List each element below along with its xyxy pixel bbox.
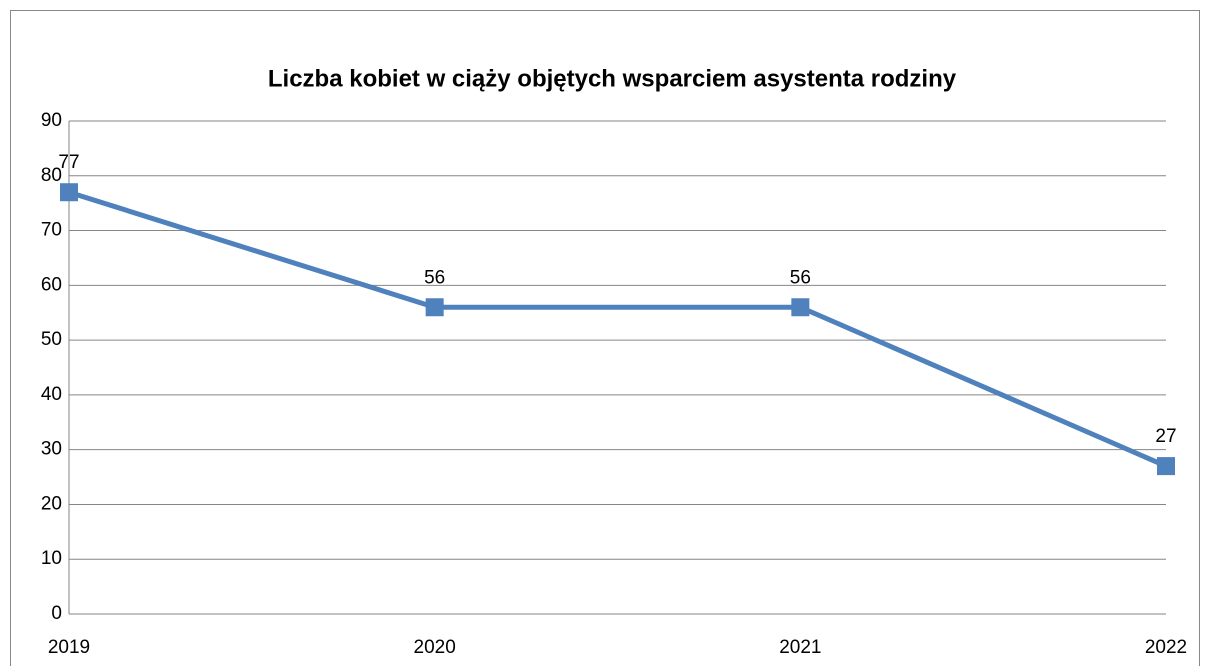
marker	[60, 183, 78, 202]
y-tick-label: 60	[41, 274, 62, 295]
series-line	[68, 189, 1167, 469]
y-tick-label: 90	[41, 110, 62, 131]
y-tick-label: 70	[41, 220, 62, 241]
x-tick-label: 2019	[48, 637, 90, 658]
y-tick-label: 10	[41, 548, 62, 569]
y-tick-label: 80	[41, 165, 62, 186]
data-label: 56	[790, 267, 811, 288]
y-tick-label: 20	[41, 493, 62, 514]
marker	[425, 298, 444, 317]
marker	[791, 298, 810, 317]
data-label: 27	[1155, 426, 1176, 447]
x-tick-label: 2021	[779, 637, 821, 658]
y-tick-label: 50	[41, 329, 62, 350]
y-tick-label: 40	[41, 384, 62, 405]
data-label: 77	[58, 152, 79, 173]
x-tick-label: 2022	[1145, 637, 1187, 658]
data-label: 56	[424, 267, 445, 288]
chart-title: Liczba kobiet w ciąży objętych wsparciem…	[268, 65, 957, 92]
marker	[1157, 457, 1175, 476]
y-tick-label: 0	[51, 603, 62, 624]
chart-frame	[10, 10, 1200, 666]
y-tick-label: 30	[41, 439, 62, 460]
x-tick-label: 2020	[414, 637, 456, 658]
